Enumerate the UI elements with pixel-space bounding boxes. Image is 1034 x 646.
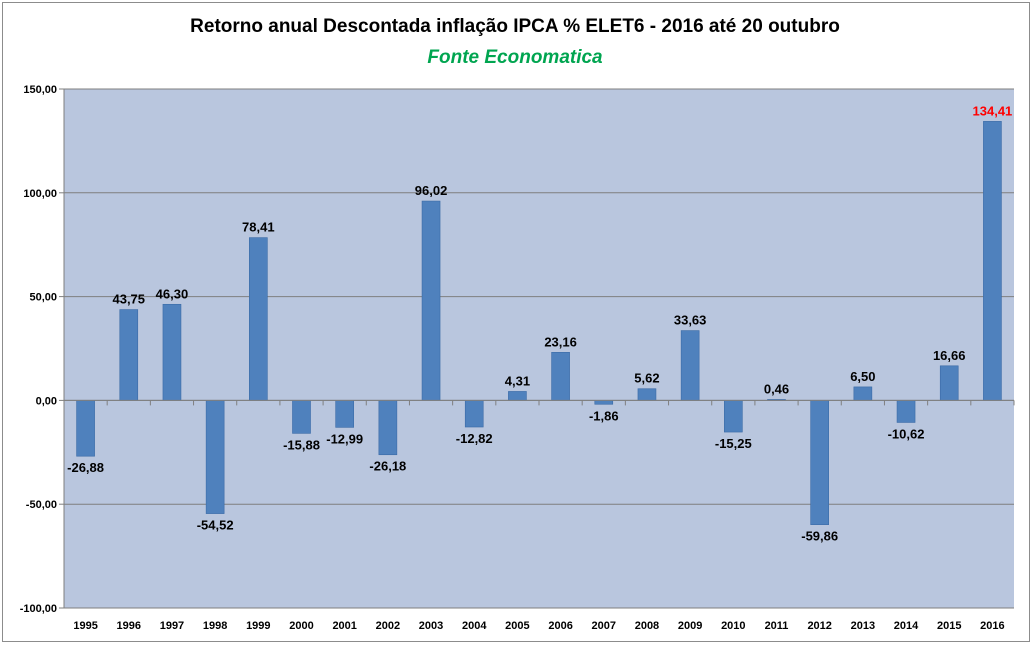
data-label-2002: -26,18 (369, 459, 406, 474)
y-tick-label: -50,00 (26, 499, 57, 511)
bar-2002 (378, 400, 398, 456)
data-label-1998: -54,52 (197, 518, 234, 533)
bar-2008 (637, 388, 657, 401)
data-label-2011: 0,46 (764, 381, 789, 396)
data-label-2008: 5,62 (634, 371, 659, 386)
y-tick-label: 100,00 (23, 188, 57, 200)
chart-subtitle: Fonte Economatica (427, 47, 603, 68)
y-tick-label: 0,00 (36, 395, 57, 407)
data-label-2004: -12,82 (456, 431, 493, 446)
x-tick-label: 2007 (592, 620, 616, 632)
x-tick-label: 2012 (807, 620, 831, 632)
data-label-2012: -59,86 (801, 529, 838, 544)
x-tick-label: 2014 (894, 620, 919, 632)
x-tick-label: 1995 (73, 620, 97, 632)
data-label-2000: -15,88 (283, 437, 320, 452)
bar-2014 (896, 400, 916, 423)
bar-2015 (939, 365, 959, 401)
data-label-1999: 78,41 (242, 220, 275, 235)
bar-1996 (119, 309, 139, 401)
bar-2005 (508, 391, 527, 401)
data-label-2014: -10,62 (888, 426, 925, 441)
data-label-2003: 96,02 (415, 183, 448, 198)
bar-2007 (594, 400, 614, 405)
data-label-2007: -1,86 (589, 408, 619, 423)
bars (76, 121, 1002, 525)
y-tick-label: 150,00 (23, 84, 57, 96)
bar-2009 (680, 330, 700, 401)
y-tick-label: 50,00 (29, 292, 57, 304)
x-tick-label: 1997 (160, 620, 184, 632)
bar-2012 (810, 400, 829, 525)
bar-2010 (724, 400, 743, 433)
x-tick-label: 1998 (203, 620, 227, 632)
bar-2001 (335, 400, 354, 428)
data-label-2009: 33,63 (674, 313, 707, 328)
data-label-1995: -26,88 (67, 460, 104, 475)
bar-2000 (292, 400, 311, 434)
x-tick-label: 1999 (246, 620, 270, 632)
x-tick-label: 2006 (548, 620, 572, 632)
x-tick-label: 2004 (462, 620, 487, 632)
bar-1995 (76, 400, 95, 457)
x-tick-label: 2015 (937, 620, 961, 632)
plot-area (64, 89, 1014, 608)
data-label-2006: 23,16 (544, 334, 577, 349)
gridlines (64, 88, 1014, 609)
x-tick-label: 2001 (332, 620, 356, 632)
x-tick-label: 2008 (635, 620, 659, 632)
bar-2016 (983, 121, 1002, 401)
data-label-2016: 134,41 (973, 103, 1013, 118)
data-label-2001: -12,99 (326, 431, 363, 446)
data-label-1997: 46,30 (156, 286, 189, 301)
x-tick-label: 2016 (980, 620, 1004, 632)
data-label-1996: 43,75 (112, 292, 145, 307)
x-tick-label: 2002 (376, 620, 400, 632)
data-label-2005: 4,31 (505, 373, 530, 388)
chart-title: Retorno anual Descontada inflação IPCA %… (190, 16, 840, 37)
bar-1997 (162, 303, 182, 401)
axes: -100,00 -50,00 0,00 50,00 100,00 150,00 1995 19… (20, 84, 1015, 632)
bar-2013 (853, 386, 873, 401)
x-tick-label: 2011 (765, 620, 789, 632)
x-tick-label: 2009 (678, 620, 702, 632)
data-label-2015: 16,66 (933, 348, 966, 363)
data-label-2013: 6,50 (850, 369, 875, 384)
data-label-2010: -15,25 (715, 436, 752, 451)
x-tick-label: 2010 (721, 620, 745, 632)
x-tick-label: 2000 (289, 620, 313, 632)
x-tick-label: 2005 (505, 620, 529, 632)
x-tick-label: 2013 (851, 620, 875, 632)
bar-2003 (421, 200, 441, 401)
y-tick-label: -100,00 (20, 603, 57, 615)
x-tick-label: 1996 (117, 620, 141, 632)
x-tick-label: 2003 (419, 620, 443, 632)
bar-1999 (249, 237, 268, 401)
bar-2006 (551, 352, 570, 401)
bar-1998 (205, 400, 225, 514)
bar-2004 (464, 400, 484, 428)
